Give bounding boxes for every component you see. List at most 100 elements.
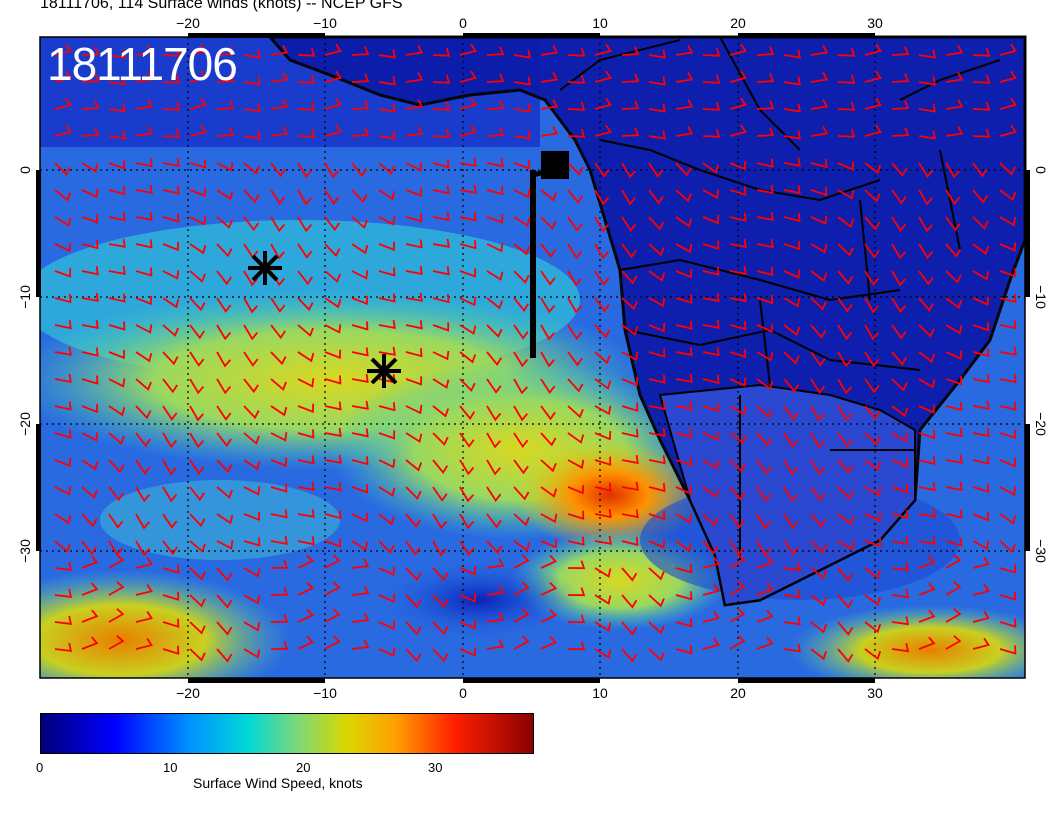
wind-barb — [594, 621, 612, 632]
wind-barb — [837, 189, 855, 200]
wind-barb — [594, 270, 610, 287]
wind-barb — [675, 428, 693, 439]
wind-barb — [243, 459, 261, 471]
wind-barb — [756, 378, 774, 391]
wind-barb — [891, 216, 907, 233]
wind-barb — [297, 429, 315, 439]
wind-barb — [486, 432, 501, 449]
wind-barb — [189, 324, 205, 340]
wind-barb — [891, 616, 910, 626]
wind-barb — [972, 427, 990, 438]
wind-barb — [513, 554, 530, 569]
wind-barb — [81, 459, 99, 471]
wind-barb — [108, 186, 126, 196]
wind-barb — [864, 216, 881, 231]
wind-barb — [54, 540, 71, 553]
wind-barb — [756, 459, 772, 475]
wind-barb — [162, 513, 178, 529]
wind-barb — [621, 243, 637, 259]
wind-barb — [135, 378, 152, 391]
wind-barb — [54, 268, 72, 278]
wind-barb — [189, 432, 205, 449]
wind-barb — [135, 158, 153, 168]
wind-barb — [270, 559, 289, 569]
wind-barb — [648, 297, 666, 308]
wind-barb — [567, 47, 586, 57]
wind-barb — [270, 162, 286, 178]
wind-barb — [351, 46, 370, 56]
wind-barb — [513, 270, 530, 284]
wind-barb — [567, 297, 582, 314]
wind-barb — [810, 513, 827, 528]
wind-barb — [216, 162, 234, 172]
wind-barb — [540, 539, 558, 549]
wind-barb — [594, 456, 612, 466]
wind-barb — [567, 432, 585, 444]
wind-barb — [297, 536, 315, 546]
wind-barb — [486, 459, 501, 476]
wind-barb — [135, 405, 152, 420]
wind-barb — [540, 554, 558, 569]
wind-barb — [216, 324, 232, 341]
wind-barb — [648, 648, 665, 662]
wind-barb — [378, 346, 396, 356]
wind-barb — [81, 73, 100, 83]
wind-barb — [999, 242, 1017, 252]
wind-barb — [864, 43, 882, 56]
wind-barb — [351, 162, 367, 178]
wind-barb — [297, 101, 316, 111]
wind-barb — [810, 594, 828, 607]
wind-barb — [324, 608, 341, 623]
wind-barb — [594, 405, 612, 416]
wind-barb — [81, 100, 100, 110]
wind-barb — [405, 292, 423, 302]
wind-barb — [432, 513, 448, 530]
wind-barb — [378, 430, 396, 440]
wind-barb — [81, 375, 99, 385]
wind-barb — [648, 621, 665, 635]
wind-barb — [756, 294, 774, 305]
wind-barb — [54, 162, 71, 176]
wind-barb — [837, 459, 854, 474]
wind-barb — [162, 241, 180, 252]
wind-barb — [864, 351, 880, 368]
wind-barb — [783, 513, 799, 530]
wind-barb — [486, 558, 505, 569]
wind-barb — [324, 349, 342, 359]
wind-barb — [378, 103, 396, 113]
lat-tick-label: 0 — [1033, 166, 1049, 174]
wind-barb — [486, 540, 503, 555]
wind-barb — [621, 324, 639, 336]
wind-barb — [351, 347, 369, 357]
wind-barb — [189, 351, 205, 367]
wind-barb — [135, 638, 153, 650]
lat-tick-label: −30 — [17, 539, 33, 563]
wind-barb — [432, 322, 450, 332]
wind-barb — [783, 269, 801, 279]
wind-barb — [756, 127, 775, 137]
wind-barb — [702, 513, 719, 527]
wind-barb — [621, 402, 639, 412]
wind-barb — [513, 513, 530, 527]
wind-barb — [162, 128, 181, 138]
wind-barb — [891, 127, 910, 137]
wind-barb — [540, 581, 558, 596]
wind-barb — [783, 562, 801, 572]
wind-barb — [432, 567, 449, 582]
wind-barb — [540, 513, 558, 524]
wind-barb — [378, 130, 396, 140]
wind-barb — [243, 621, 261, 632]
wind-barb — [918, 482, 936, 492]
wind-barb — [432, 432, 449, 446]
wind-barb — [162, 270, 180, 280]
wind-barb — [405, 513, 422, 528]
wind-barb — [81, 636, 99, 650]
storm-track — [530, 151, 569, 358]
wind-barb — [270, 125, 289, 137]
wind-barb — [378, 216, 396, 226]
wind-barb — [135, 513, 150, 530]
wind-barb — [432, 350, 450, 361]
wind-barb — [594, 535, 612, 545]
wind-barb — [216, 100, 235, 110]
wind-barb — [783, 432, 799, 449]
